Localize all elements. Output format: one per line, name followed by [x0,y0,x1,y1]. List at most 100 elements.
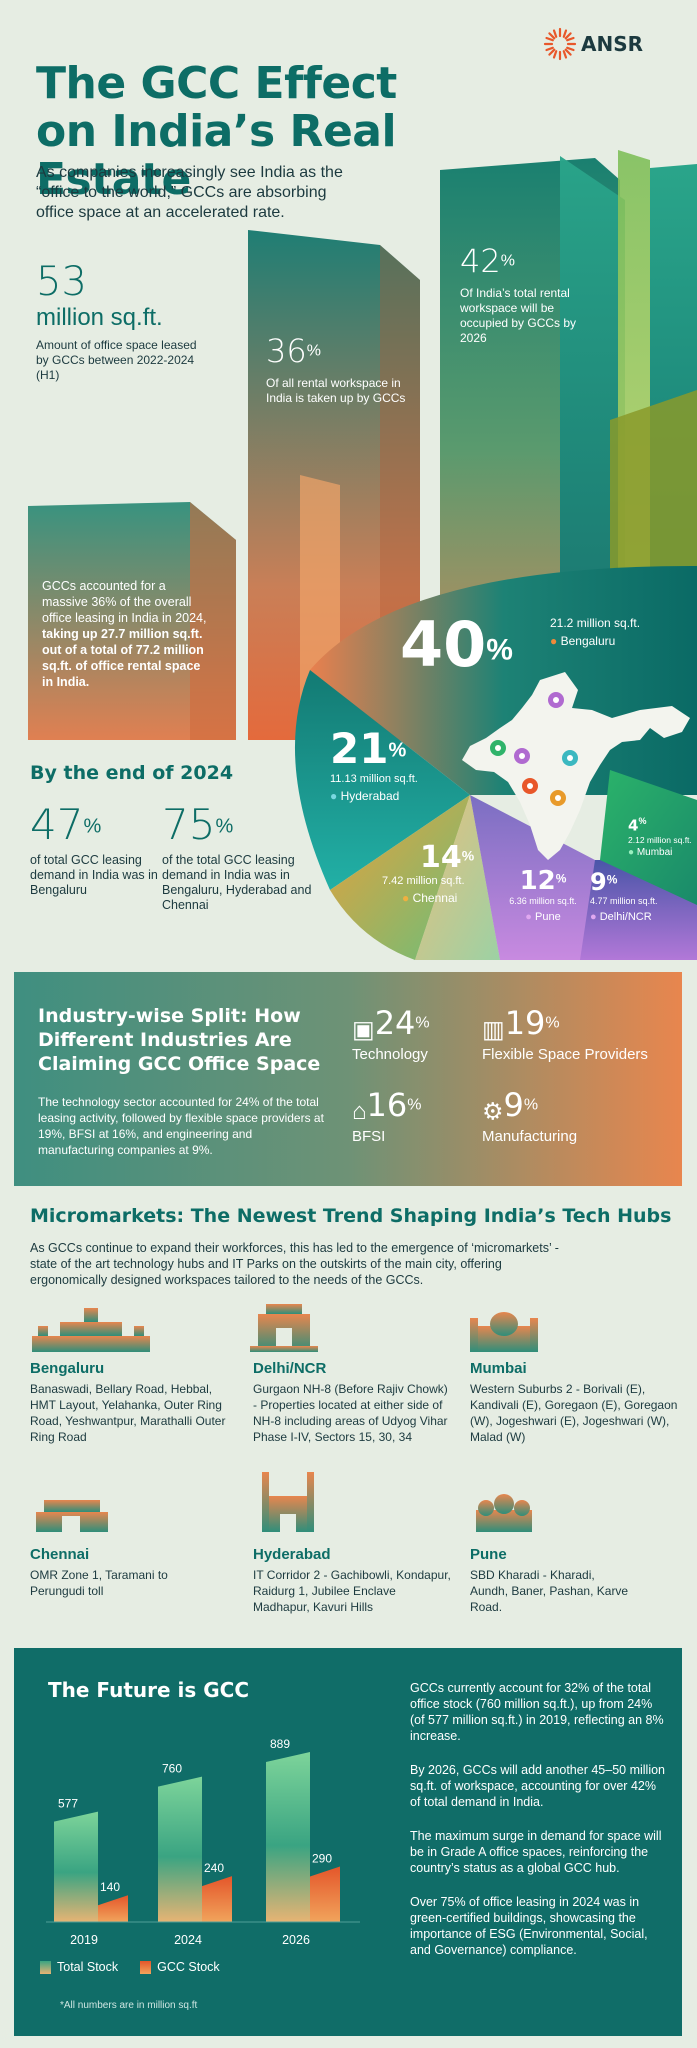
micromarket-city: Hyderabad [253,1546,331,1563]
leasing-note-bold: taking up 27.7 million sq.ft. out of a t… [42,627,204,689]
micromarket-pune: Pune SBD Kharadi - Kharadi, Aundh, Baner… [470,1546,630,1615]
hyderabad-area: 11.13 million sq.ft. [330,773,418,785]
leasing-note-text: GCCs accounted for a massive 36% of the … [42,579,207,625]
micromarket-city: Bengaluru [30,1360,105,1377]
future-title: The Future is GCC [48,1678,249,1702]
bar-value-label: 240 [204,1861,224,1875]
micromarket-areas: Gurgaon NH-8 (Before Rajiv Chowk) - Prop… [253,1382,448,1444]
flex-label: Flexible Space Providers [482,1046,648,1064]
stat-47: 47% of total GCC leasing demand in India… [30,800,160,898]
chennai-pct: 14 [420,840,462,875]
end-2024-title: By the end of 2024 [30,762,234,784]
future-para: GCCs currently account for 32% of the to… [410,1681,664,1743]
future-panel [14,1648,682,2036]
pin-icon: ● [525,911,532,923]
micromarket-areas: OMR Zone 1, Taramani to Perungudi toll [30,1568,168,1598]
industry-panel [14,972,682,1186]
micromarkets-intro: As GCCs continue to expand their workfor… [30,1241,559,1287]
pin-icon: ● [402,891,410,905]
legend-total-label: Total Stock [57,1960,119,1974]
mumbai-area: 2.12 million sq.ft. [628,835,692,846]
pin-icon: ● [590,911,597,923]
industry-flex: ▥19% Flexible Space Providers [482,1004,682,1063]
pin-icon: ● [628,847,635,859]
stat-42-desc: Of India’s total rental workspace will b… [460,286,577,345]
delhi-landmark [250,1304,318,1352]
pune-pct-sup: % [555,871,567,886]
micromarket-city: Mumbai [470,1360,527,1377]
chennai-name: Chennai [412,891,458,905]
mumbai-pct: 4 [628,816,639,835]
logo-text: ANSR [581,32,644,56]
stat-36-sup: % [306,342,321,360]
pin-icon: ● [330,789,338,803]
chennai-share: 14% 7.42 million sq.ft. ● Chennai [382,840,474,905]
bengaluru-landmark [32,1308,150,1352]
stat-36-desc: Of all rental workspace in India is take… [266,376,406,405]
industry-title: Industry-wise Split: How Different Indus… [38,1005,321,1075]
flex-sup: % [545,1014,560,1032]
bengaluru-share: 40% [400,608,513,681]
bar-value-label: 290 [312,1852,332,1866]
technology-label: Technology [352,1046,428,1064]
flex-value: 19 [504,1004,546,1042]
pin-icon: ● [550,634,558,648]
leasing-note: GCCs accounted for a massive 36% of the … [42,578,212,690]
legend-total: Total Stock [40,1960,118,1974]
manufacturing-value: 9 [503,1086,524,1124]
bfsi-label: BFSI [352,1127,386,1145]
industry-desc: The technology sector accounted for 24% … [38,1095,324,1157]
total-stock-bar [266,1752,310,1922]
total-stock-bar [54,1811,98,1922]
stat-47-sup: % [83,815,102,838]
mumbai-pct-sup: % [638,816,647,826]
micromarket-delhi: Delhi/NCR Gurgaon NH-8 (Before Rajiv Cho… [253,1360,453,1445]
city-distribution-graphic [294,565,697,960]
stat-75-value: 75 [162,800,216,849]
landmark-illustrations [32,1304,538,1532]
micromarket-mumbai: Mumbai Western Suburbs 2 - Borivali (E),… [470,1360,680,1445]
pune-name: Pune [535,911,561,923]
chart-footnote: *All numbers are in million sq.ft [60,2000,198,2011]
manufacturing-label: Manufacturing [482,1128,578,1146]
chart-legend: Total Stock GCC Stock [40,1960,220,1974]
india-map [462,672,690,860]
chennai-pct-sup: % [461,847,475,864]
manufacturing-sup: % [523,1096,539,1114]
stat-42-sup: % [500,252,515,270]
micromarket-city: Pune [470,1546,507,1563]
delhi-area: 4.77 million sq.ft. [590,896,658,906]
gcc-stock-bar [310,1866,340,1922]
sunburst-icon [543,27,577,61]
legend-total-swatch [40,1960,51,1974]
stat-36-value: 36 [266,332,307,370]
stat-36: 36% Of all rental workspace in India is … [266,332,406,406]
hyderabad-share: 21% 11.13 million sq.ft. ● Hyderabad [330,724,418,803]
bengaluru-pct: 40 [400,608,487,681]
x-tick-label: 2026 [282,1933,310,1947]
micromarket-areas: Western Suburbs 2 - Borivali (E), Kandiv… [470,1382,678,1444]
x-tick-label: 2024 [174,1933,202,1947]
legend-gcc-label: GCC Stock [157,1960,220,1974]
bfsi-value: 16 [366,1086,408,1124]
bar-value-label: 889 [270,1737,290,1751]
mumbai-share: 4% 2.12 million sq.ft. ● Mumbai [628,816,694,858]
bar-value-label: 140 [100,1880,120,1894]
hyderabad-landmark [262,1472,314,1532]
pune-landmark [476,1494,532,1532]
micromarket-city: Chennai [30,1546,90,1563]
micromarket-city: Delhi/NCR [253,1360,327,1377]
chennai-landmark [36,1500,108,1532]
hero-subtitle: As companies increasingly see India as t… [36,164,343,221]
bars-layer: 577 140 2019 760 240 2024 889 290 2026 [54,1737,340,1947]
total-stock-bar [158,1776,202,1922]
delhi-share: 9% 4.77 million sq.ft. ● Delhi/NCR [590,868,660,923]
stat-42: 42% Of India’s total rental workspace wi… [460,242,600,346]
industry-bfsi: ⌂16% BFSI [352,1086,482,1145]
delhi-pct: 9 [590,868,607,896]
bfsi-sup: % [407,1096,422,1114]
micromarket-hyderabad: Hyderabad IT Corridor 2 - Gachibowli, Ko… [253,1546,453,1615]
micromarket-areas: Banaswadi, Bellary Road, Hebbal, HMT Lay… [30,1382,226,1444]
future-para: By 2026, GCCs will add another 45–50 mil… [410,1763,665,1809]
ansr-logo: ANSR [543,26,673,62]
